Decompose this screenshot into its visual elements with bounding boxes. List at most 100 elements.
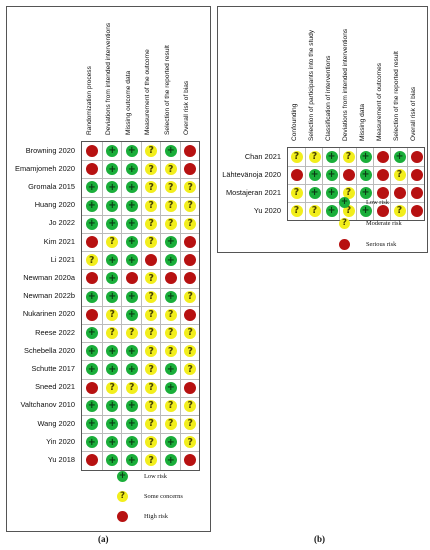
table-row: + + +???: [82, 396, 199, 416]
high-risk-icon: [376, 151, 389, 163]
rating-cell: +: [121, 214, 142, 233]
low-risk-icon: +: [125, 236, 138, 249]
rating-cell: +: [121, 342, 142, 361]
rating-cell: [179, 305, 201, 324]
high-risk-icon: [184, 145, 197, 158]
low-risk-icon: +: [106, 145, 119, 158]
table-row: ??? +: [82, 378, 199, 398]
concern-icon: ?: [393, 169, 406, 181]
legend-label: High risk: [144, 513, 168, 520]
high-risk-icon: [376, 205, 389, 217]
low-risk-icon: +: [106, 199, 119, 212]
table-row: ? + + +: [82, 251, 201, 271]
rating-cell: [288, 166, 305, 184]
study-name: Schebella 2020: [24, 345, 75, 355]
concern-icon: ?: [184, 327, 197, 340]
concern-icon: ?: [145, 236, 158, 249]
legend-item-some: ? Some concerns: [117, 491, 183, 502]
rating-cell: ?: [140, 396, 162, 415]
low-risk-icon: +: [164, 254, 177, 267]
high-risk-icon: [184, 236, 197, 249]
table-row: + + +???: [82, 196, 199, 216]
study-name: Yin 2020: [46, 436, 75, 446]
low-risk-icon: +: [164, 290, 177, 303]
concern-icon: ?: [145, 199, 158, 212]
legend-label: Moderate risk: [366, 220, 402, 227]
rating-cell: +: [101, 342, 123, 361]
study-name: Gromala 2015: [28, 182, 75, 191]
low-risk-icon: +: [325, 205, 338, 217]
domain-label-text: Deviations from intended interventions: [105, 22, 113, 135]
high-risk-icon: [117, 511, 128, 522]
rating-cell: +: [322, 202, 340, 220]
rating-cell: ?: [160, 342, 181, 361]
rating-cell: [407, 166, 425, 184]
rating-cell: ?: [101, 378, 123, 397]
low-risk-icon: +: [106, 272, 119, 285]
low-risk-icon: +: [125, 399, 138, 412]
domain-label-text: Selection of the reported result: [392, 51, 400, 141]
concern-icon: ?: [145, 163, 158, 176]
panel-b-caption: (b): [314, 534, 325, 544]
concern-icon: ?: [290, 151, 303, 163]
low-risk-icon: +: [85, 217, 98, 230]
low-risk-icon: +: [359, 205, 372, 217]
rating-cell: ?: [140, 451, 162, 470]
rating-cell: +: [160, 233, 181, 252]
rating-cell: +: [101, 142, 123, 161]
rating-cell: +: [82, 215, 102, 233]
rating-cell: +: [101, 287, 123, 306]
study-name: Browning 2020: [25, 145, 75, 155]
rating-cell: [121, 269, 142, 288]
domain-label-text: Selection of the reported result: [163, 45, 171, 135]
low-risk-icon: +: [164, 145, 177, 158]
high-risk-icon: [85, 236, 98, 249]
concern-icon: ?: [145, 290, 158, 303]
rating-cell: ?: [101, 233, 123, 252]
rating-cell: ?: [339, 202, 357, 220]
low-risk-icon: +: [393, 151, 406, 163]
domain-label-text: Measurement of the outcome: [144, 49, 152, 135]
rating-cell: ?: [140, 433, 162, 452]
rating-cell: [179, 142, 201, 161]
rating-cell: +: [101, 433, 123, 452]
rating-cell: +: [101, 415, 123, 434]
rating-cell: ?: [140, 269, 162, 288]
rating-cell: +: [390, 148, 408, 166]
rating-cell: ?: [160, 178, 181, 197]
table-row: +?: [82, 269, 199, 289]
rating-cell: [82, 160, 102, 178]
rating-cell: ?: [140, 415, 162, 434]
table-row: ?? +? +?: [288, 202, 424, 220]
concern-icon: ?: [145, 381, 158, 394]
rating-cell: [140, 251, 162, 270]
rating-cell: ?: [288, 184, 305, 202]
concern-icon: ?: [145, 436, 158, 449]
low-risk-icon: +: [325, 187, 338, 199]
rating-cell: +: [101, 269, 123, 288]
high-risk-icon: [342, 169, 355, 181]
rating-cell: ?: [101, 324, 123, 343]
rating-cell: +: [356, 166, 374, 184]
rating-cell: ?: [179, 178, 201, 197]
concern-icon: ?: [145, 345, 158, 358]
low-risk-icon: +: [308, 169, 321, 181]
rating-cell: +: [121, 451, 142, 470]
high-risk-icon: [184, 254, 197, 267]
rating-cell: [407, 148, 425, 166]
rating-cell: +: [101, 360, 123, 379]
table-row: + + +???: [82, 342, 199, 362]
low-risk-icon: +: [125, 345, 138, 358]
low-risk-icon: +: [164, 454, 177, 467]
rating-cell: ?: [140, 342, 162, 361]
low-risk-icon: +: [85, 290, 98, 303]
concern-icon: ?: [106, 327, 119, 340]
rating-cell: +: [121, 233, 142, 252]
low-risk-icon: +: [85, 436, 98, 449]
legend-item-high: Serious risk: [339, 239, 396, 250]
high-risk-icon: [85, 145, 98, 158]
rating-cell: ?: [288, 202, 305, 220]
panel-b: Confounding Selection of participants int…: [217, 6, 428, 253]
rating-cell: +: [160, 287, 181, 306]
rating-cell: [179, 251, 201, 270]
